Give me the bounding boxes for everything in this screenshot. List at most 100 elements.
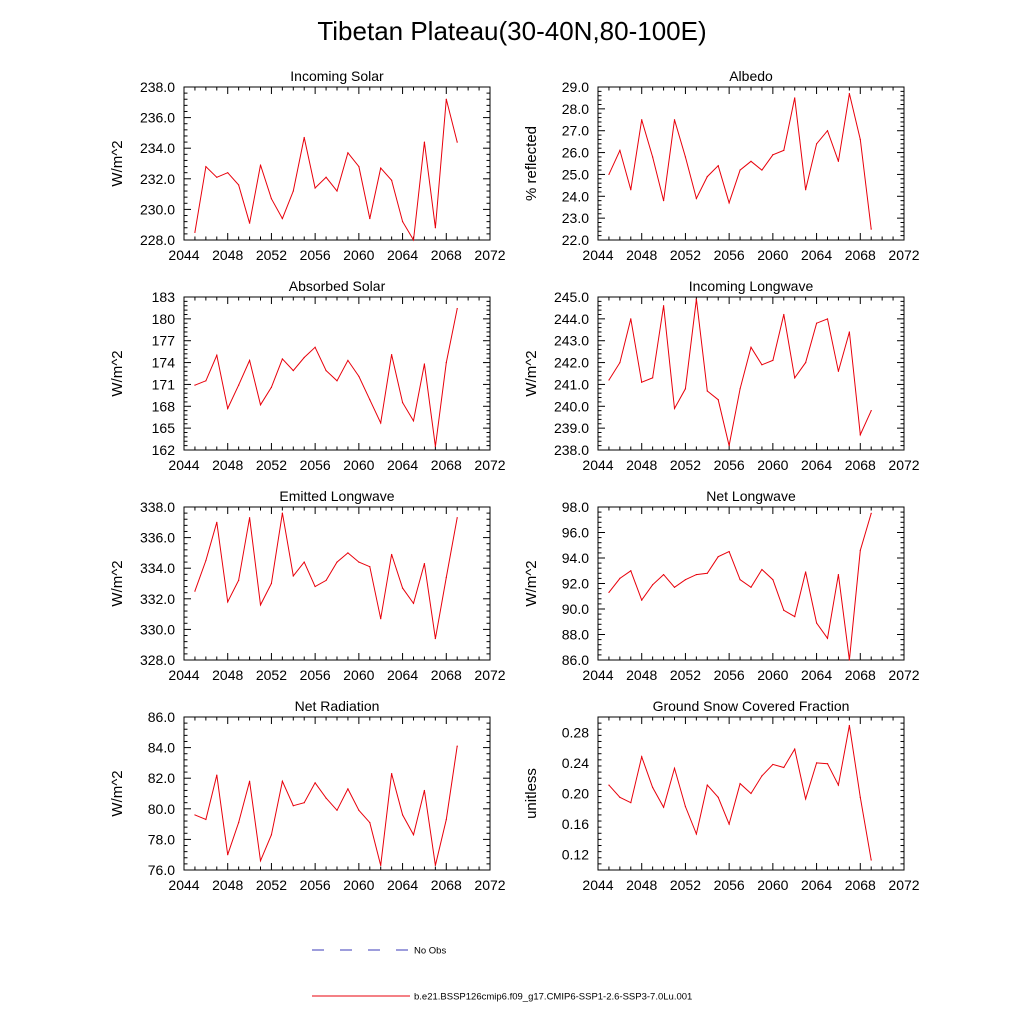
panel-title: Net Radiation <box>295 698 380 714</box>
data-point <box>216 521 218 523</box>
x-tick-label: 2056 <box>714 877 745 893</box>
x-tick-label: 2068 <box>431 247 462 263</box>
x-tick-label: 2060 <box>757 667 788 683</box>
x-tick-label: 2056 <box>714 667 745 683</box>
data-point <box>391 773 393 775</box>
x-tick-label: 2072 <box>474 877 505 893</box>
x-tick-label: 2056 <box>714 247 745 263</box>
data-point <box>794 616 796 618</box>
x-tick-label: 2072 <box>474 247 505 263</box>
data-point <box>859 549 861 551</box>
x-tick-label: 2060 <box>757 877 788 893</box>
y-tick-label: 183 <box>152 289 176 305</box>
data-point <box>336 561 338 563</box>
data-point <box>194 590 196 592</box>
data-point <box>630 570 632 572</box>
data-point <box>369 399 371 401</box>
x-tick-label: 2048 <box>626 667 657 683</box>
panel-grid: Incoming Solar W/m^2 2044 2048 2052 2056 2060 2… <box>109 68 920 893</box>
data-point <box>412 602 415 604</box>
data-point <box>401 814 404 816</box>
y-tick-label: 338.0 <box>140 499 175 515</box>
data-point <box>380 864 382 867</box>
data-point <box>859 796 861 798</box>
data-point <box>423 563 426 565</box>
y-tick-label: 0.20 <box>562 786 589 802</box>
panel-4: Incoming Longwave W/m^2 2044 2048 2052 2056 20… <box>523 278 920 473</box>
panel-1: Incoming Solar W/m^2 2044 2048 2052 2056 2060 2… <box>109 68 506 263</box>
data-point <box>870 512 872 514</box>
data-point <box>805 189 807 191</box>
data-point <box>325 176 327 178</box>
data-point <box>848 724 850 727</box>
data-point <box>412 239 415 241</box>
data-point <box>684 156 687 158</box>
data-point <box>783 149 785 151</box>
data-point <box>292 369 294 372</box>
panel-title: Incoming Solar <box>290 68 384 84</box>
data-point <box>706 784 708 786</box>
data-point <box>608 591 610 594</box>
data-point <box>837 160 840 162</box>
y-tick-label: 84.0 <box>148 740 175 756</box>
y-tick-label: 336.0 <box>140 530 175 546</box>
data-point <box>706 390 708 392</box>
data-point <box>652 377 654 379</box>
data-point <box>815 322 818 324</box>
y-tick-label: 236.0 <box>140 110 175 126</box>
x-tick-label: 2056 <box>300 457 331 473</box>
data-point <box>739 388 741 390</box>
data-point <box>314 585 316 588</box>
data-point <box>826 130 829 132</box>
data-point <box>347 552 349 554</box>
data-point <box>456 745 458 747</box>
x-tick-label: 2052 <box>670 457 701 473</box>
data-point <box>216 774 218 776</box>
data-point <box>684 805 687 808</box>
data-point <box>815 622 818 624</box>
data-point <box>794 748 796 750</box>
data-point <box>303 356 305 359</box>
y-axis-label: W/m^2 <box>523 350 540 396</box>
data-point <box>292 190 294 192</box>
data-point <box>292 805 294 807</box>
data-point <box>380 167 382 169</box>
data-point <box>662 806 665 808</box>
y-tick-label: 24.0 <box>562 188 589 204</box>
data-point <box>684 579 687 581</box>
x-tick-label: 2064 <box>387 667 418 683</box>
data-point <box>270 198 273 200</box>
data-point <box>216 354 218 356</box>
y-tick-label: 232.0 <box>140 171 175 187</box>
y-tick-label: 96.0 <box>562 525 589 541</box>
data-point <box>227 407 229 410</box>
x-tick-label: 2048 <box>626 877 657 893</box>
y-tick-label: 328.0 <box>140 652 175 668</box>
x-tick-label: 2052 <box>256 877 287 893</box>
panel-title: Net Longwave <box>706 488 796 504</box>
data-point <box>445 98 447 100</box>
y-tick-label: 162 <box>152 442 176 458</box>
y-tick-label: 230.0 <box>140 201 175 217</box>
y-tick-label: 0.24 <box>562 755 589 771</box>
data-point <box>281 358 283 360</box>
data-point <box>194 384 196 386</box>
data-point <box>325 579 327 582</box>
x-tick-label: 2064 <box>387 457 418 473</box>
data-point <box>641 119 643 121</box>
x-tick-label: 2044 <box>168 247 199 263</box>
y-tick-label: 0.16 <box>562 816 589 832</box>
x-tick-label: 2048 <box>212 877 243 893</box>
data-point <box>794 97 796 99</box>
y-tick-label: 238.0 <box>140 79 175 95</box>
y-tick-label: 27.0 <box>562 123 589 139</box>
figure-title: Tibetan Plateau(30-40N,80-100E) <box>317 16 706 46</box>
data-point <box>216 176 218 178</box>
x-tick-label: 2060 <box>343 877 374 893</box>
data-point <box>641 599 643 601</box>
data-point <box>728 202 730 204</box>
y-tick-label: 234.0 <box>140 140 175 156</box>
data-point <box>325 797 327 799</box>
y-tick-label: 88.0 <box>562 627 589 643</box>
